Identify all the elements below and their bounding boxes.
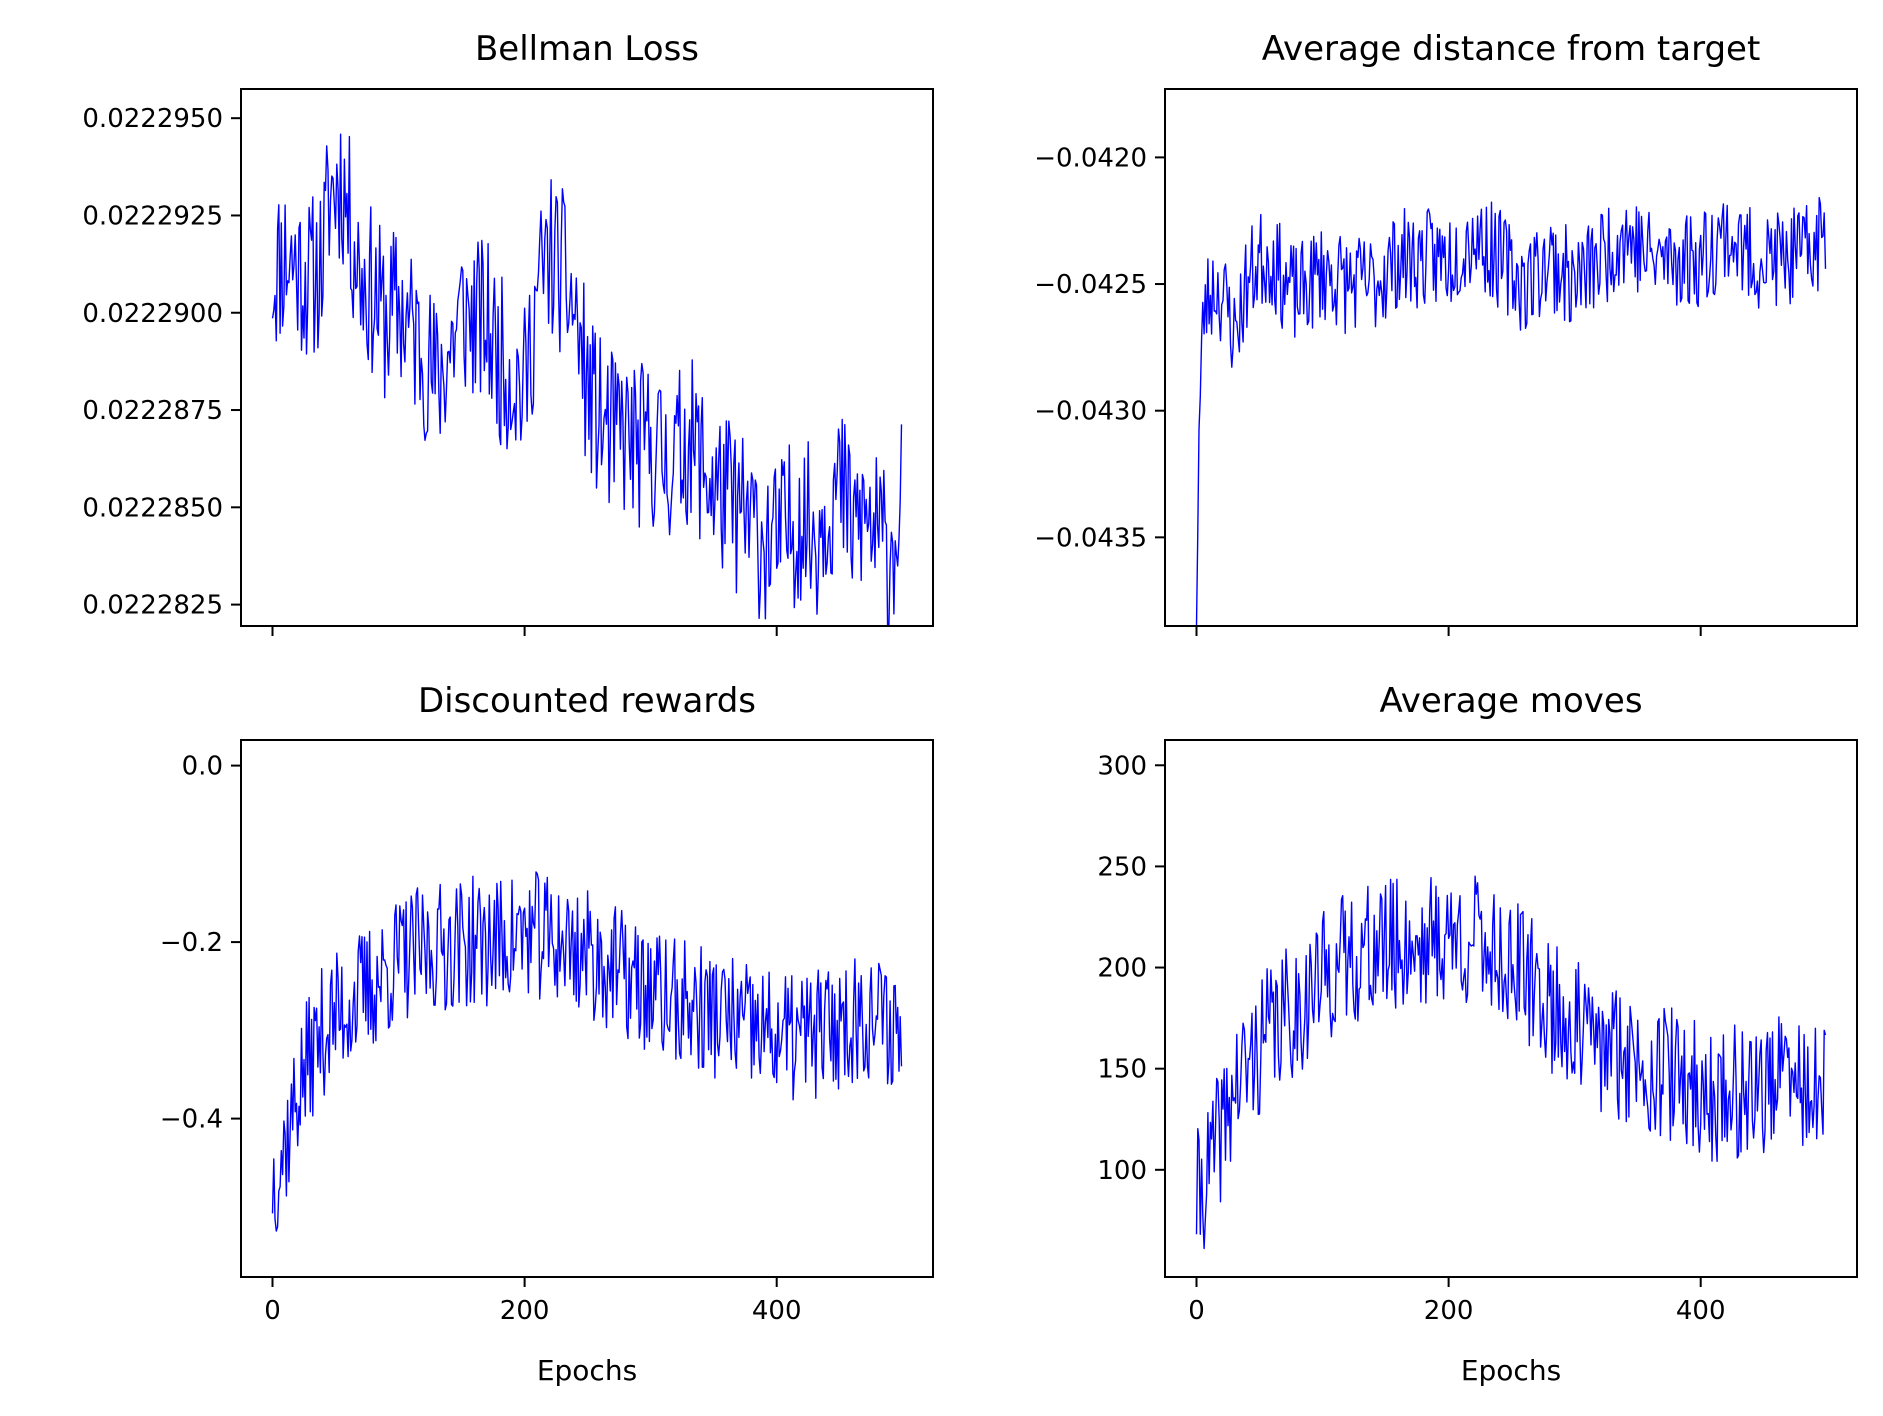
x-axis-label: Epochs <box>1461 1354 1561 1387</box>
panel-discounted-rewards: Discounted rewards Epochs 0.0 −0.2 −0.4 0 20… <box>160 681 934 1387</box>
x-tick-label: 200 <box>1424 1296 1474 1326</box>
y-tick-label: −0.0430 <box>1034 397 1147 427</box>
y-tick-label: 0.0222825 <box>82 591 223 621</box>
plot-frame <box>1164 88 1858 627</box>
x-tick-label: 400 <box>1676 1296 1726 1326</box>
y-tick-label: 300 <box>1097 751 1147 781</box>
panel-average-moves: Average moves Epochs 300 250 200 150 100 0 200… <box>1097 681 1858 1387</box>
chart-title: Bellman Loss <box>475 29 699 69</box>
y-tick-label: −0.4 <box>160 1105 223 1135</box>
chart-title: Discounted rewards <box>418 681 756 721</box>
plot-frame <box>1164 739 1858 1278</box>
y-tick-label: 0.0222850 <box>82 493 223 523</box>
y-tick-label: 100 <box>1097 1156 1147 1186</box>
panel-average-distance: Average distance from target −0.0420 −0.0… <box>1034 29 1858 636</box>
chart-title: Average distance from target <box>1262 29 1761 69</box>
plot-frame <box>240 88 934 627</box>
y-tick-label: 150 <box>1097 1055 1147 1085</box>
y-tick-label: −0.0420 <box>1034 143 1147 173</box>
series-line <box>1195 196 1827 627</box>
panel-bellman-loss: Bellman Loss 0.0222950 0.0222925 0.0222900… <box>82 29 934 636</box>
y-tick-label: 250 <box>1097 852 1147 882</box>
y-tick-label: 0.0222875 <box>82 396 223 426</box>
y-tick-label: 0.0 <box>182 752 223 782</box>
x-tick-label: 0 <box>264 1296 281 1326</box>
series-line <box>1195 875 1827 1250</box>
series-line <box>271 133 903 627</box>
y-tick-label: −0.0435 <box>1034 523 1147 553</box>
y-tick-label: −0.0425 <box>1034 270 1147 300</box>
plot-frame <box>240 739 934 1278</box>
x-axis-label: Epochs <box>537 1354 637 1387</box>
y-tick-label: 0.0222950 <box>82 104 223 134</box>
series-line <box>271 871 903 1232</box>
y-tick-label: −0.2 <box>160 928 223 958</box>
y-tick-label: 200 <box>1097 954 1147 984</box>
x-tick-label: 400 <box>752 1296 802 1326</box>
y-tick-label: 0.0222900 <box>82 299 223 329</box>
y-tick-label: 0.0222925 <box>82 201 223 231</box>
chart-title: Average moves <box>1379 681 1642 721</box>
x-tick-label: 200 <box>500 1296 550 1326</box>
x-tick-label: 0 <box>1188 1296 1205 1326</box>
